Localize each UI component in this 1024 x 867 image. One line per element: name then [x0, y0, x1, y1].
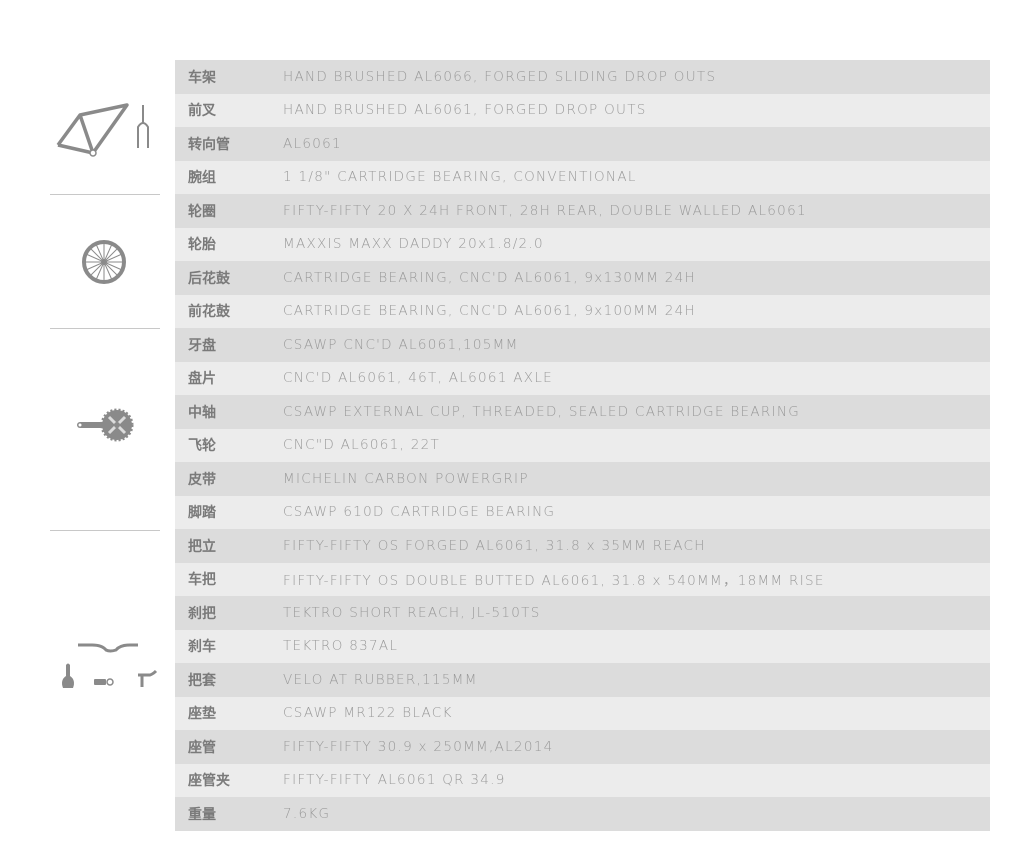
spec-value: FIFTY-FIFTY AL6061 QR 34.9 — [283, 772, 506, 789]
spec-row: 轮胎 MAXXIS MAXX DADDY 20x1.8/2.0 — [175, 227, 990, 261]
spec-row: 牙盘 CSAWP CNC'D AL6061,105MM — [175, 328, 990, 362]
spec-table: 车架 HAND BRUSHED AL6066, FORGED SLIDING DR… — [175, 60, 990, 831]
spec-value: CNC'D AL6061, 46T, AL6061 AXLE — [283, 370, 553, 387]
crankset-icon — [77, 408, 134, 442]
spec-label: 刹把 — [188, 605, 216, 622]
spec-row: 转向管 AL6061 — [175, 127, 990, 161]
spec-value: CSAWP CNC'D AL6061,105MM — [283, 336, 519, 353]
spec-value: 7.6KG — [283, 805, 331, 822]
spec-row: 腕组 1 1/8" CARTRIDGE BEARING, CONVENTIONAL — [175, 160, 990, 194]
spec-label: 盘片 — [188, 371, 216, 388]
spec-value: CSAWP 610D CARTRIDGE BEARING — [283, 504, 556, 521]
handlebar-saddle-grip-lever-icon — [62, 643, 158, 688]
spec-row: 轮圈 FIFTY-FIFTY 20 X 24H FRONT, 28H REAR, … — [175, 194, 990, 228]
spec-value: FIFTY-FIFTY 30.9 x 250MM,AL2014 — [283, 738, 554, 755]
divider — [50, 328, 160, 329]
spec-label: 车把 — [188, 572, 216, 589]
spec-row: 前叉 HAND BRUSHED AL6061, FORGED DROP OUTS — [175, 93, 990, 127]
spec-label: 腕组 — [188, 170, 216, 187]
spec-row: 脚踏 CSAWP 610D CARTRIDGE BEARING — [175, 495, 990, 529]
spec-label: 轮胎 — [188, 237, 216, 254]
spec-label: 轮圈 — [188, 203, 216, 220]
spec-value: TEKTRO 837AL — [283, 638, 399, 655]
spec-row: 皮带 MICHELIN CARBON POWERGRIP — [175, 462, 990, 496]
spec-label: 车架 — [188, 69, 216, 86]
spec-row: 刹车 TEKTRO 837AL — [175, 629, 990, 663]
divider — [50, 194, 160, 195]
spec-label: 前花鼓 — [188, 304, 230, 321]
divider — [50, 530, 160, 531]
spec-label: 转向管 — [188, 136, 230, 153]
spec-row: 车把 FIFTY-FIFTY OS DOUBLE BUTTED AL6061, 3… — [175, 562, 990, 596]
spec-row: 车架 HAND BRUSHED AL6066, FORGED SLIDING DR… — [175, 60, 990, 94]
spec-label: 后花鼓 — [188, 270, 230, 287]
spec-label: 刹车 — [188, 639, 216, 656]
spec-value: CSAWP EXTERNAL CUP, THREADED, SEALED CAR… — [283, 403, 800, 420]
frame-fork-icon — [56, 103, 149, 157]
spec-row: 座垫 CSAWP MR122 BLACK — [175, 696, 990, 730]
spec-value: AL6061 — [283, 135, 342, 152]
spec-row: 把套 VELO AT RUBBER,115MM — [175, 663, 990, 697]
spec-row: 刹把 TEKTRO SHORT REACH, JL-510TS — [175, 596, 990, 630]
spec-row: 飞轮 CNC"D AL6061, 22T — [175, 428, 990, 462]
spec-label: 重量 — [188, 806, 216, 823]
spec-row: 把立 FIFTY-FIFTY OS FORGED AL6061, 31.8 x 3… — [175, 529, 990, 563]
spec-value: HAND BRUSHED AL6066, FORGED SLIDING DROP… — [283, 68, 717, 85]
spec-label: 座管夹 — [188, 773, 230, 790]
spec-row: 中轴 CSAWP EXTERNAL CUP, THREADED, SEALED C… — [175, 395, 990, 429]
spec-label: 座垫 — [188, 706, 216, 723]
spec-value: FIFTY-FIFTY OS FORGED AL6061, 31.8 x 35M… — [283, 537, 706, 554]
spec-value: MAXXIS MAXX DADDY 20x1.8/2.0 — [283, 236, 544, 253]
spec-row: 重量 7.6KG — [175, 797, 990, 831]
spec-value: 1 1/8" CARTRIDGE BEARING, CONVENTIONAL — [283, 169, 637, 186]
wheel-icon — [82, 240, 126, 284]
spec-label: 脚踏 — [188, 505, 216, 522]
spec-value: MICHELIN CARBON POWERGRIP — [283, 470, 529, 487]
spec-label: 把套 — [188, 672, 216, 689]
spec-value: CNC"D AL6061, 22T — [283, 437, 441, 454]
spec-row: 座管夹 FIFTY-FIFTY AL6061 QR 34.9 — [175, 763, 990, 797]
spec-row: 前花鼓 CARTRIDGE BEARING, CNC'D AL6061, 9x10… — [175, 294, 990, 328]
spec-value: CSAWP MR122 BLACK — [283, 705, 453, 722]
spec-value: TEKTRO SHORT REACH, JL-510TS — [283, 604, 541, 621]
spec-label: 飞轮 — [188, 438, 216, 455]
spec-row: 盘片 CNC'D AL6061, 46T, AL6061 AXLE — [175, 361, 990, 395]
spec-label: 皮带 — [188, 471, 216, 488]
spec-value: VELO AT RUBBER,115MM — [283, 671, 478, 688]
spec-value: FIFTY-FIFTY OS DOUBLE BUTTED AL6061, 31.… — [283, 573, 825, 590]
spec-row: 后花鼓 CARTRIDGE BEARING, CNC'D AL6061, 9x13… — [175, 261, 990, 295]
spec-label: 前叉 — [188, 103, 216, 120]
spec-value: CARTRIDGE BEARING, CNC'D AL6061, 9x130MM… — [283, 269, 696, 286]
spec-label: 座管 — [188, 739, 216, 756]
spec-label: 中轴 — [188, 404, 216, 421]
spec-label: 把立 — [188, 538, 216, 555]
spec-value: CARTRIDGE BEARING, CNC'D AL6061, 9x100MM… — [283, 303, 696, 320]
spec-label: 牙盘 — [188, 337, 216, 354]
spec-value: FIFTY-FIFTY 20 X 24H FRONT, 28H REAR, DO… — [283, 202, 807, 219]
spec-row: 座管 FIFTY-FIFTY 30.9 x 250MM,AL2014 — [175, 730, 990, 764]
spec-value: HAND BRUSHED AL6061, FORGED DROP OUTS — [283, 102, 647, 119]
